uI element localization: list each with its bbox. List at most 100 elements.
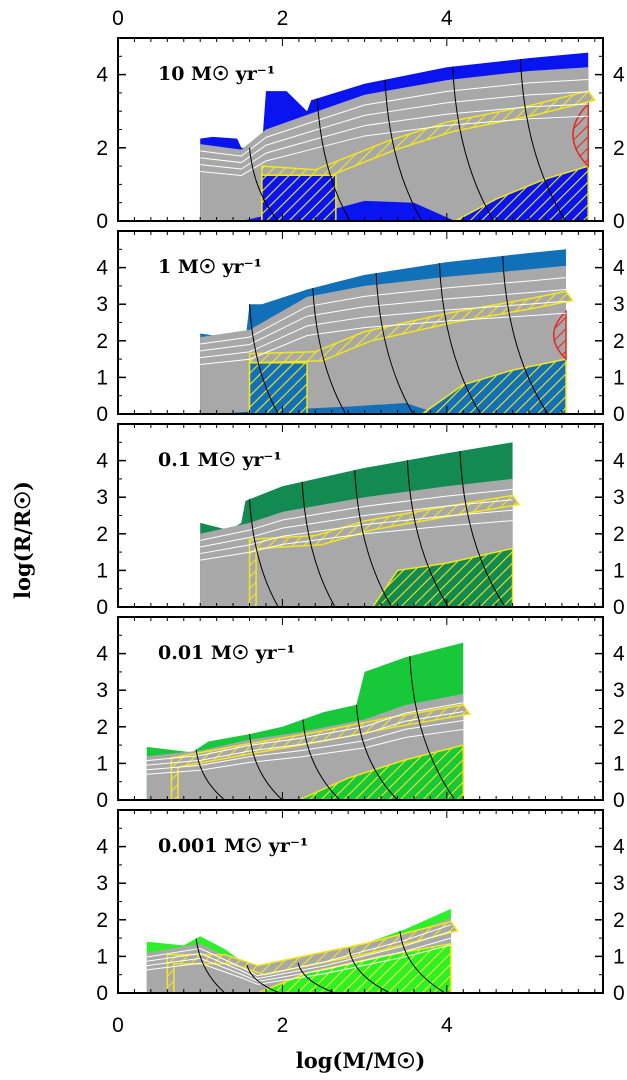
black-contour xyxy=(502,255,549,414)
y-tick-label: 2 xyxy=(96,137,108,160)
y-tick-label: 3 xyxy=(96,679,108,702)
hatch-box xyxy=(261,174,337,221)
panel-2: 0 0 1 1 2 2 3 3 4 4 1 M☉ yr⁻¹ xyxy=(96,230,625,426)
panel-label: 1 M☉ yr⁻¹ xyxy=(158,256,262,278)
hatch-box xyxy=(248,362,308,414)
white-contour xyxy=(146,924,452,977)
y-tick-label: 1 xyxy=(613,366,625,389)
red-hatch-region xyxy=(572,102,589,168)
black-contour xyxy=(195,749,226,800)
y-tick-label: 4 xyxy=(613,450,625,473)
panel-3: 0 0 1 1 2 2 3 3 4 4 0.1 M☉ yr⁻¹ xyxy=(96,423,625,619)
x-tick-label-bottom: 4 xyxy=(441,1014,453,1037)
white-contour xyxy=(200,115,589,176)
black-contour xyxy=(459,451,506,607)
y-tick-label: 1 xyxy=(613,559,625,582)
white-contour xyxy=(200,300,567,359)
y-tick-label: 4 xyxy=(613,643,625,666)
y-tick-label: 4 xyxy=(613,257,625,280)
black-contour xyxy=(438,263,481,414)
white-contour xyxy=(146,702,464,762)
black-contour xyxy=(354,470,393,607)
y-tick-label: 4 xyxy=(96,64,108,87)
white-contour xyxy=(200,499,513,548)
white-contour xyxy=(200,91,589,164)
black-contour xyxy=(301,481,336,607)
black-contour xyxy=(195,938,226,993)
black-contour xyxy=(409,656,456,800)
y-tick-label: 2 xyxy=(96,523,108,546)
black-contour xyxy=(348,948,391,993)
y-tick-label: 3 xyxy=(96,486,108,509)
white-contour xyxy=(146,944,452,985)
x-tick-label-bottom: 0 xyxy=(112,1014,124,1037)
y-tick-label: 4 xyxy=(613,64,625,87)
white-contour xyxy=(200,312,567,366)
black-contour xyxy=(452,66,495,221)
y-tick-label: 3 xyxy=(613,486,625,509)
y-tick-label: 1 xyxy=(96,559,108,582)
y-axis-title: log(R/R☉) xyxy=(10,481,35,599)
y-tick-label: 1 xyxy=(96,752,108,775)
hatch-band xyxy=(166,920,459,993)
black-contour xyxy=(384,79,423,221)
y-tick-label: 1 xyxy=(96,945,108,968)
y-tick-label: 0 xyxy=(96,789,108,812)
y-tick-label: 0 xyxy=(613,596,625,619)
black-contour xyxy=(249,304,279,414)
y-tick-label: 2 xyxy=(96,716,108,739)
y-tick-label: 0 xyxy=(96,982,108,1005)
white-contour xyxy=(200,79,589,157)
y-tick-label: 1 xyxy=(96,366,108,389)
y-tick-label: 0 xyxy=(613,403,625,426)
black-contour xyxy=(316,98,351,221)
white-contour xyxy=(146,728,464,775)
y-tick-label: 3 xyxy=(96,293,108,316)
y-tick-label: 2 xyxy=(613,137,625,160)
x-tick-label-top: 0 xyxy=(112,7,124,30)
panel-5: 0 0 1 1 2 2 3 3 4 4 0.001 M☉ yr⁻¹ xyxy=(96,809,625,1005)
y-tick-label: 1 xyxy=(613,752,625,775)
panel-4: 0 0 1 1 2 2 3 3 4 4 0.01 M☉ yr⁻¹ xyxy=(96,616,625,812)
y-tick-label: 4 xyxy=(96,257,108,280)
white-contour xyxy=(200,520,513,561)
y-tick-label: 3 xyxy=(96,872,108,895)
black-contour xyxy=(355,704,398,800)
hatch-core xyxy=(257,942,452,993)
red-hatch-region xyxy=(552,309,567,361)
white-contour xyxy=(200,277,567,345)
y-tick-label: 0 xyxy=(613,982,625,1005)
black-contour xyxy=(297,962,336,993)
y-tick-label: 3 xyxy=(613,872,625,895)
y-tick-label: 2 xyxy=(613,909,625,932)
y-tick-label: 2 xyxy=(96,909,108,932)
black-contour xyxy=(406,460,449,607)
black-contour xyxy=(375,273,414,414)
hatch-core xyxy=(454,165,589,221)
y-tick-label: 0 xyxy=(613,210,625,233)
y-tick-label: 1 xyxy=(613,945,625,968)
y-tick-label: 2 xyxy=(613,716,625,739)
y-tick-label: 0 xyxy=(96,596,108,619)
black-contour xyxy=(519,59,567,221)
panel-label: 10 M☉ yr⁻¹ xyxy=(158,63,275,85)
panel-label: 0.1 M☉ yr⁻¹ xyxy=(158,449,282,471)
y-tick-label: 4 xyxy=(96,643,108,666)
white-contour xyxy=(200,488,513,541)
white-contour xyxy=(146,711,464,766)
black-contour xyxy=(249,734,283,800)
hatch-core xyxy=(298,744,465,800)
hatch-core xyxy=(420,358,567,414)
y-tick-label: 0 xyxy=(613,789,625,812)
black-contour xyxy=(249,147,279,221)
y-tick-label: 4 xyxy=(613,836,625,859)
y-tick-label: 3 xyxy=(613,679,625,702)
x-axis-title: log(M/M☉) xyxy=(296,1048,426,1073)
black-contour xyxy=(312,288,347,414)
panel-1: 0 0 2 2 4 4 10 M☉ yr⁻¹ xyxy=(96,37,625,233)
x-tick-label-bottom: 2 xyxy=(277,1014,289,1037)
y-tick-label: 2 xyxy=(613,330,625,353)
black-contour xyxy=(302,719,341,800)
white-contour xyxy=(146,930,452,980)
